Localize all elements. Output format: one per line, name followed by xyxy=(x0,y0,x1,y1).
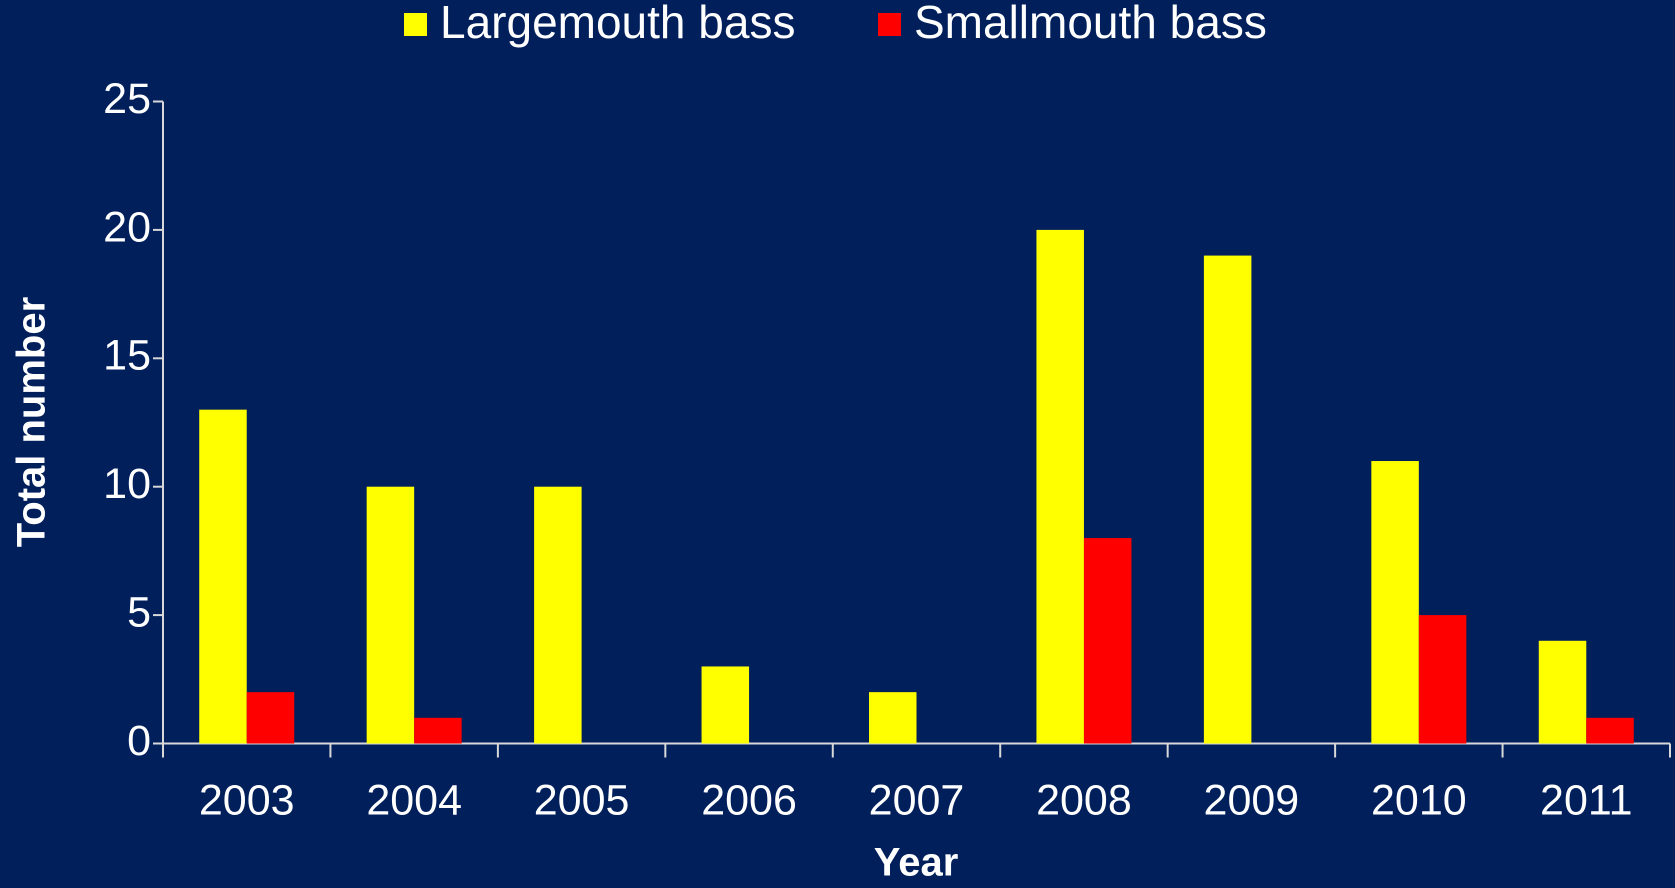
x-tick-label: 2010 xyxy=(1371,776,1467,824)
bar xyxy=(1371,461,1419,744)
y-axis-title: Total number xyxy=(10,297,54,547)
bar xyxy=(1538,640,1587,744)
y-tick-label: 15 xyxy=(103,332,151,380)
y-tick-label: 20 xyxy=(103,203,151,251)
bar xyxy=(1083,538,1132,744)
x-tick-label: 2011 xyxy=(1540,776,1632,824)
y-tick-label: 10 xyxy=(103,460,151,508)
bar xyxy=(1418,615,1467,744)
legend-label: Largemouth bass xyxy=(440,0,795,48)
legend-label: Smallmouth bass xyxy=(914,0,1267,48)
bar xyxy=(414,717,462,744)
x-axis-title: Year xyxy=(874,841,959,885)
bar xyxy=(1586,717,1634,744)
bar xyxy=(246,692,295,744)
x-tick-label: 2003 xyxy=(199,776,295,824)
bar xyxy=(1036,229,1084,744)
legend-swatch xyxy=(404,13,427,36)
legend-swatch xyxy=(878,13,901,36)
y-tick-label: 25 xyxy=(103,75,151,123)
y-tick-label: 5 xyxy=(127,588,151,636)
x-tick-label: 2004 xyxy=(366,776,462,824)
bar xyxy=(701,666,750,744)
bar xyxy=(534,486,582,744)
bar xyxy=(199,409,247,744)
y-tick-label: 0 xyxy=(127,717,151,765)
bar xyxy=(366,486,415,744)
x-tick-label: 2009 xyxy=(1204,776,1300,824)
x-tick-label: 2006 xyxy=(701,776,797,824)
x-tick-label: 2008 xyxy=(1036,776,1132,824)
x-tick-label: 2007 xyxy=(869,776,965,824)
bar xyxy=(1203,255,1252,744)
bar xyxy=(869,692,917,744)
x-tick-label: 2005 xyxy=(534,776,630,824)
